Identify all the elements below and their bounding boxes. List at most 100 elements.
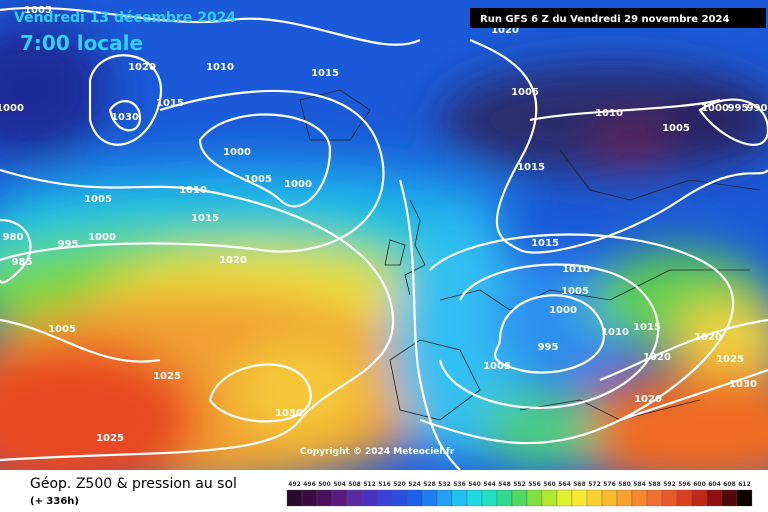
isobar-label: 1010 bbox=[595, 108, 623, 119]
date: Vendredi 13 décembre 2024 bbox=[14, 10, 236, 26]
legend-swatch bbox=[676, 489, 693, 507]
legend-label: 528 bbox=[423, 481, 436, 488]
isobar-label: 1000 bbox=[223, 147, 251, 158]
isobar-label: 1000 bbox=[549, 305, 577, 316]
legend-label: 536 bbox=[453, 481, 466, 488]
isobar-label: 1025 bbox=[153, 371, 181, 382]
isobar-label: 1015 bbox=[156, 98, 184, 109]
isobar-label: 1005 bbox=[511, 87, 539, 98]
legend-label: 492 bbox=[288, 481, 301, 488]
legend-swatch bbox=[391, 489, 408, 507]
isobar-label: 1020 bbox=[219, 255, 247, 266]
isobar-label: 1015 bbox=[633, 322, 661, 333]
legend-label: 524 bbox=[408, 481, 421, 488]
legend-swatch bbox=[511, 489, 528, 507]
isobar-label: 1015 bbox=[517, 162, 545, 173]
legend-label: 568 bbox=[573, 481, 586, 488]
legend-swatch bbox=[376, 489, 393, 507]
isobar-label: 1020 bbox=[694, 332, 722, 343]
time: 7:00 locale bbox=[20, 31, 143, 55]
isobar-label: 1005 bbox=[483, 361, 511, 372]
legend-swatch bbox=[721, 489, 738, 507]
legend-label: 588 bbox=[648, 481, 661, 488]
legend-label: 552 bbox=[513, 481, 526, 488]
legend-label: 500 bbox=[318, 481, 331, 488]
legend-swatch bbox=[691, 489, 708, 507]
isobar-label: 1010 bbox=[206, 62, 234, 73]
isobar-label: 1010 bbox=[562, 264, 590, 275]
legend-swatch bbox=[346, 489, 363, 507]
legend-label: 584 bbox=[633, 481, 646, 488]
isobar-label: 995 bbox=[728, 103, 749, 114]
footer-title: Géop. Z500 & pression au sol bbox=[30, 476, 237, 492]
legend-swatch bbox=[616, 489, 633, 507]
isobar-label: 1025 bbox=[96, 433, 124, 444]
legend-swatch bbox=[286, 489, 303, 507]
legend-swatch bbox=[316, 489, 333, 507]
isobar-label: 995 bbox=[538, 342, 559, 353]
legend-swatch bbox=[331, 489, 348, 507]
legend-label: 560 bbox=[543, 481, 556, 488]
legend-label: 520 bbox=[393, 481, 406, 488]
isobar-label: 980 bbox=[3, 232, 24, 243]
isobar-label: 1020 bbox=[643, 352, 671, 363]
isobar-label: 1030 bbox=[111, 112, 139, 123]
isobar-label: 1030 bbox=[729, 379, 757, 390]
legend-label: 540 bbox=[468, 481, 481, 488]
legend-swatch bbox=[646, 489, 663, 507]
isobar-label: 1005 bbox=[84, 194, 112, 205]
legend-label: 512 bbox=[363, 481, 376, 488]
legend-swatch bbox=[706, 489, 723, 507]
isobar-label: 1030 bbox=[275, 408, 303, 419]
legend-swatch bbox=[661, 489, 678, 507]
isobar-label: 1005 bbox=[561, 286, 589, 297]
legend-label: 508 bbox=[348, 481, 361, 488]
legend-label: 516 bbox=[378, 481, 391, 488]
isobar-label: 1020 bbox=[128, 62, 156, 73]
legend-label: 596 bbox=[678, 481, 691, 488]
legend-label: 572 bbox=[588, 481, 601, 488]
isobar-label: 1010 bbox=[179, 185, 207, 196]
legend-label: 600 bbox=[693, 481, 706, 488]
legend-swatch bbox=[526, 489, 543, 507]
isobar-label: 1015 bbox=[191, 213, 219, 224]
legend-swatch bbox=[601, 489, 618, 507]
legend-swatch bbox=[406, 489, 423, 507]
legend-swatch bbox=[586, 489, 603, 507]
legend-label: 504 bbox=[333, 481, 346, 488]
isobar-label: 990 bbox=[747, 103, 768, 114]
legend-swatch bbox=[361, 489, 378, 507]
isobar-label: 995 bbox=[58, 239, 79, 250]
isobar-label: 1000 bbox=[701, 103, 729, 114]
legend-swatch bbox=[571, 489, 588, 507]
height-field: 1005 1020 1020 1010 1015 1000 1030 1015 1000 1005… bbox=[0, 0, 768, 470]
isobar-label: 1015 bbox=[311, 68, 339, 79]
legend-label: 580 bbox=[618, 481, 631, 488]
isobar-label: 1020 bbox=[491, 25, 519, 36]
isobar-label: 1025 bbox=[716, 354, 744, 365]
isobar-label: 985 bbox=[12, 257, 33, 268]
legend-label: 564 bbox=[558, 481, 571, 488]
legend-swatch bbox=[301, 489, 318, 507]
legend-label: 532 bbox=[438, 481, 451, 488]
legend-swatch bbox=[556, 489, 573, 507]
isobar-label: 1005 bbox=[48, 324, 76, 335]
legend-label: 544 bbox=[483, 481, 496, 488]
legend-swatch bbox=[436, 489, 453, 507]
legend-label: 556 bbox=[528, 481, 541, 488]
legend-label: 548 bbox=[498, 481, 511, 488]
isobar-label: 1020 bbox=[634, 394, 662, 405]
isobar-label: 1000 bbox=[0, 103, 24, 114]
legend-label: 592 bbox=[663, 481, 676, 488]
legend-label: 576 bbox=[603, 481, 616, 488]
isobar-label: 1005 bbox=[24, 5, 52, 16]
legend-label: 612 bbox=[738, 481, 751, 488]
legend-swatch bbox=[466, 489, 483, 507]
legend-swatch bbox=[451, 489, 468, 507]
legend-swatch bbox=[736, 489, 753, 507]
legend-swatch bbox=[481, 489, 498, 507]
isobar-label: 1005 bbox=[662, 123, 690, 134]
isobar-label: 1000 bbox=[88, 232, 116, 243]
